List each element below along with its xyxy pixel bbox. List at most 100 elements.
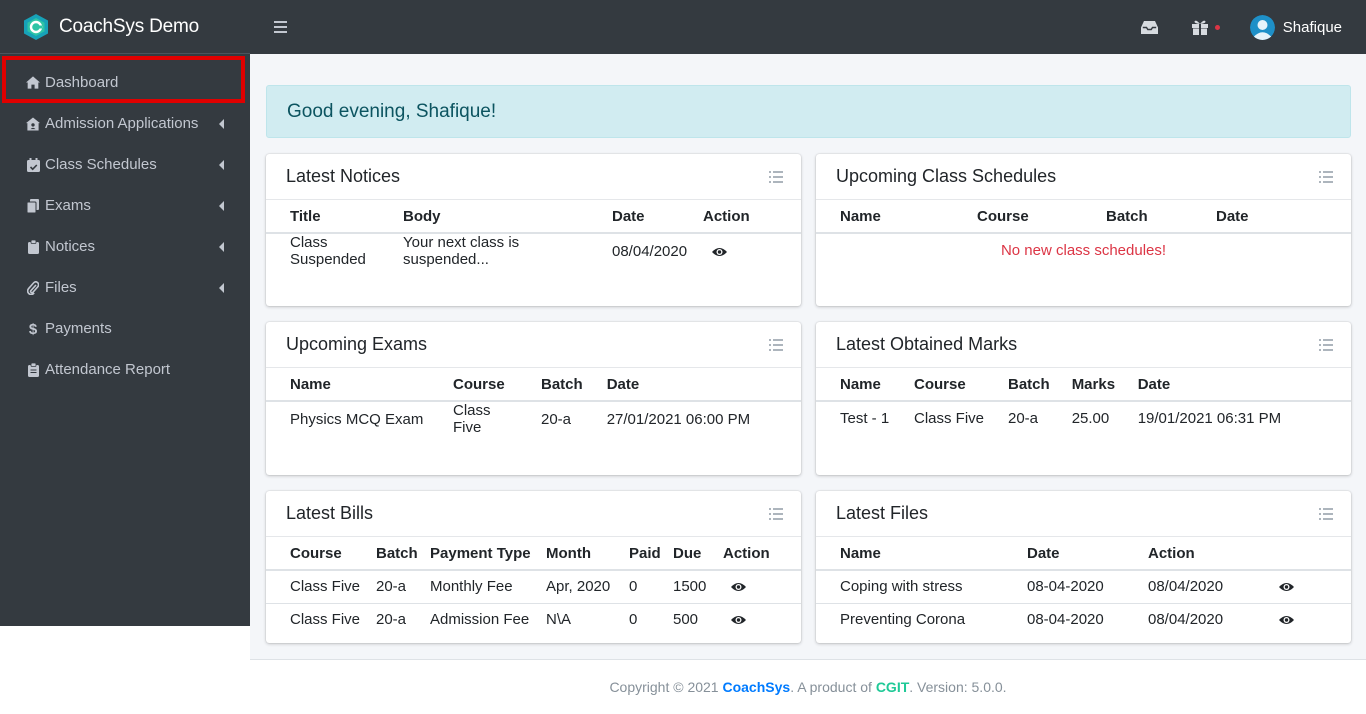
- sidebar-item-label: Dashboard: [45, 74, 119, 91]
- list-icon[interactable]: [1319, 170, 1333, 183]
- card-title: Latest Files: [836, 503, 929, 523]
- column-header: Title: [266, 200, 393, 234]
- marks-table: Name Course Batch Marks Date Test - 1 Cl…: [816, 368, 1351, 434]
- clipboard-icon: [26, 239, 40, 254]
- column-header: Course: [953, 200, 1082, 234]
- sidebar-item-notices[interactable]: Notices: [0, 226, 250, 267]
- eye-icon[interactable]: [731, 615, 746, 625]
- house-user-icon: [26, 116, 40, 131]
- sidebar-item-label: Payments: [45, 320, 112, 337]
- column-header: Batch: [364, 537, 418, 571]
- brand-link[interactable]: CoachSys Demo: [0, 0, 250, 54]
- footer-text: . A product of: [790, 679, 876, 695]
- eye-icon[interactable]: [712, 247, 727, 257]
- bill-course: Class Five: [266, 570, 364, 604]
- column-header: Date: [1192, 200, 1351, 234]
- footer-copyright: Copyright © 2021: [609, 679, 723, 695]
- bill-paid: 0: [617, 570, 661, 604]
- brand-name: CoachSys Demo: [59, 15, 199, 37]
- paperclip-icon: [26, 280, 40, 295]
- sidebar-item-admission-applications[interactable]: Admission Applications: [0, 103, 250, 144]
- exam-name: Physics MCQ Exam: [290, 410, 424, 428]
- dollar-icon: $: [26, 321, 40, 336]
- footer-version: . Version: 5.0.0.: [909, 679, 1007, 695]
- user-name: Shafique: [1282, 18, 1342, 36]
- card-title: Upcoming Class Schedules: [836, 166, 1057, 186]
- eye-icon[interactable]: [1279, 615, 1294, 625]
- sidebar-item-dashboard[interactable]: Dashboard: [0, 62, 250, 103]
- list-icon[interactable]: [1319, 338, 1333, 351]
- file-date: 08-04-2020: [1027, 611, 1104, 629]
- mark-name: Test - 1: [840, 409, 890, 427]
- table-row: Physics MCQ Exam Class Five 20-a 27/01/2…: [266, 401, 801, 436]
- chevron-left-icon: [219, 159, 224, 170]
- list-icon[interactable]: [769, 170, 783, 183]
- eye-icon[interactable]: [731, 582, 746, 592]
- menu-icon[interactable]: [274, 21, 287, 33]
- gift-notification[interactable]: [1191, 19, 1220, 35]
- card-latest-files: Latest Files Name Date Action Coping wit…: [816, 491, 1351, 643]
- footer: Copyright © 2021 CoachSys . A product of…: [250, 659, 1366, 714]
- column-header: Name: [816, 200, 953, 234]
- calendar-check-icon: [26, 157, 40, 172]
- schedules-table: Name Course Batch Date: [816, 200, 1351, 234]
- column-header: Payment Type: [418, 537, 534, 571]
- sidebar: CoachSys Demo Dashboard Admission Applic…: [0, 0, 250, 626]
- column-header: Date: [582, 368, 801, 402]
- column-header: Course: [892, 368, 986, 402]
- svg-text:$: $: [29, 321, 38, 336]
- exam-batch: 20-a: [541, 410, 572, 428]
- greeting-alert: Good evening, Shafique!: [266, 85, 1351, 138]
- mark-value: 25.00: [1071, 409, 1110, 427]
- sidebar-item-label: Exams: [45, 197, 91, 214]
- sidebar-item-files[interactable]: Files: [0, 267, 250, 308]
- exams-table: Name Course Batch Date Physics MCQ Exam …: [266, 368, 801, 436]
- sidebar-item-label: Class Schedules: [45, 156, 157, 173]
- column-header: Action: [1124, 537, 1265, 571]
- copy-icon: [26, 198, 40, 213]
- main-content: Good evening, Shafique! Latest Notices T…: [250, 54, 1366, 659]
- user-menu[interactable]: Shafique: [1249, 14, 1342, 40]
- footer-brand-link[interactable]: CoachSys: [722, 679, 791, 695]
- sidebar-item-label: Attendance Report: [45, 361, 171, 378]
- brand-logo-icon: [24, 13, 48, 40]
- sidebar-item-class-schedules[interactable]: Class Schedules: [0, 144, 250, 185]
- card-title: Latest Notices: [286, 166, 401, 186]
- chevron-left-icon: [219, 200, 224, 211]
- sidebar-item-attendance-report[interactable]: Attendance Report: [0, 349, 250, 390]
- exam-course: Class Five: [453, 402, 491, 436]
- card-upcoming-class-schedules: Upcoming Class Schedules Name Course Bat…: [816, 154, 1351, 306]
- list-icon[interactable]: [769, 507, 783, 520]
- bill-payment-type: Monthly Fee: [418, 570, 534, 604]
- sidebar-item-exams[interactable]: Exams: [0, 185, 250, 226]
- column-header: Batch: [986, 368, 1050, 402]
- column-header: Date: [1115, 368, 1351, 402]
- user-avatar: [1249, 14, 1275, 40]
- table-row: Class Suspended Your next class is suspe…: [266, 233, 801, 268]
- eye-icon[interactable]: [1279, 582, 1294, 592]
- inbox-icon[interactable]: [1141, 19, 1159, 35]
- file-date: 08-04-2020: [1003, 570, 1124, 604]
- card-title: Latest Obtained Marks: [836, 334, 1018, 354]
- bill-course: Class Five: [290, 611, 361, 629]
- gift-icon: [1191, 19, 1209, 35]
- navbar-right: Shafique: [1141, 0, 1366, 54]
- top-navbar: Shafique: [250, 0, 1366, 54]
- column-header: Date: [1003, 537, 1124, 571]
- bill-month: N\A: [546, 611, 572, 629]
- notice-date: 08/04/2020: [612, 242, 688, 260]
- footer-company-link[interactable]: CGIT: [875, 679, 910, 695]
- bill-due: 1500: [661, 570, 711, 604]
- card-title: Latest Bills: [286, 503, 374, 523]
- bill-paid: 0: [629, 611, 638, 629]
- mark-course: Class Five: [914, 409, 985, 427]
- list-icon[interactable]: [1319, 507, 1333, 520]
- table-row: Test - 1 Class Five 20-a 25.00 19/01/202…: [816, 401, 1351, 434]
- sidebar-item-label: Notices: [45, 238, 96, 255]
- column-header: Date: [607, 200, 703, 234]
- table-row: Coping with stress 08-04-2020 08/04/2020: [816, 570, 1351, 604]
- sidebar-item-payments[interactable]: $ Payments: [0, 308, 250, 349]
- empty-schedules-message: No new class schedules!: [1000, 242, 1167, 259]
- list-icon[interactable]: [769, 338, 783, 351]
- chevron-left-icon: [219, 282, 224, 293]
